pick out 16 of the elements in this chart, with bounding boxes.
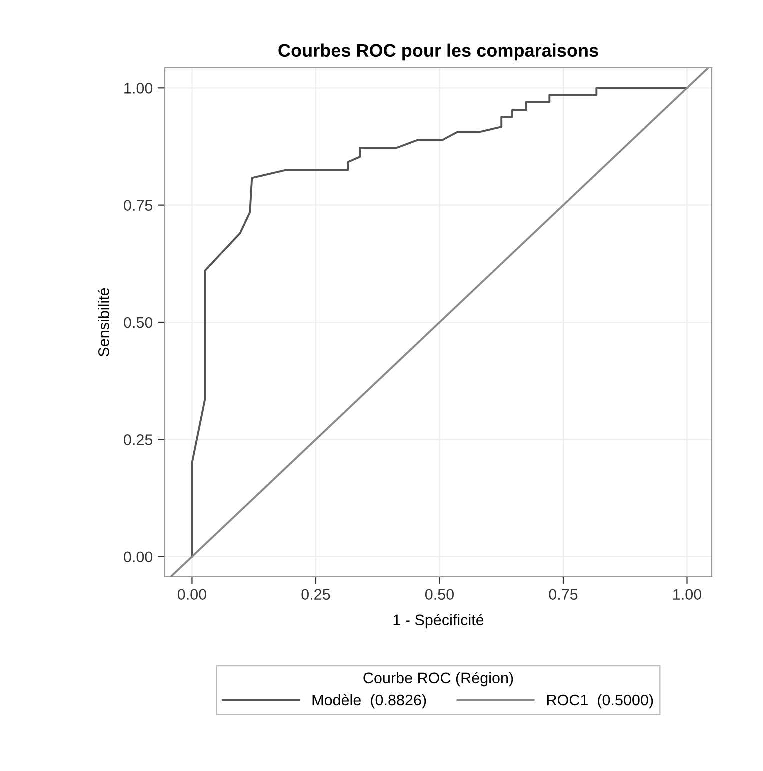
legend-label: Modèle (0.8826): [312, 694, 426, 709]
legend-label: ROC1 (0.5000): [547, 694, 654, 709]
y-tick-label: 0.00: [124, 552, 153, 563]
legend-title: Courbe ROC (Région): [364, 672, 514, 687]
y-axis-title: Sensibilité: [98, 288, 110, 357]
chart-title: Courbes ROC pour les comparaisons: [278, 44, 598, 61]
y-tick-label: 1.00: [124, 83, 153, 94]
y-tick-label: 0.75: [124, 200, 153, 212]
x-tick-label: 0.75: [549, 589, 578, 600]
y-tick-label: 0.50: [124, 317, 153, 328]
x-tick-label: 0.00: [178, 589, 206, 600]
x-axis-title: 1 - Spécificité: [394, 614, 484, 629]
x-tick-label: 1.00: [674, 589, 702, 600]
y-tick-label: 0.25: [124, 434, 153, 446]
x-tick-label: 0.25: [302, 589, 330, 600]
x-tick-label: 0.50: [425, 589, 454, 600]
